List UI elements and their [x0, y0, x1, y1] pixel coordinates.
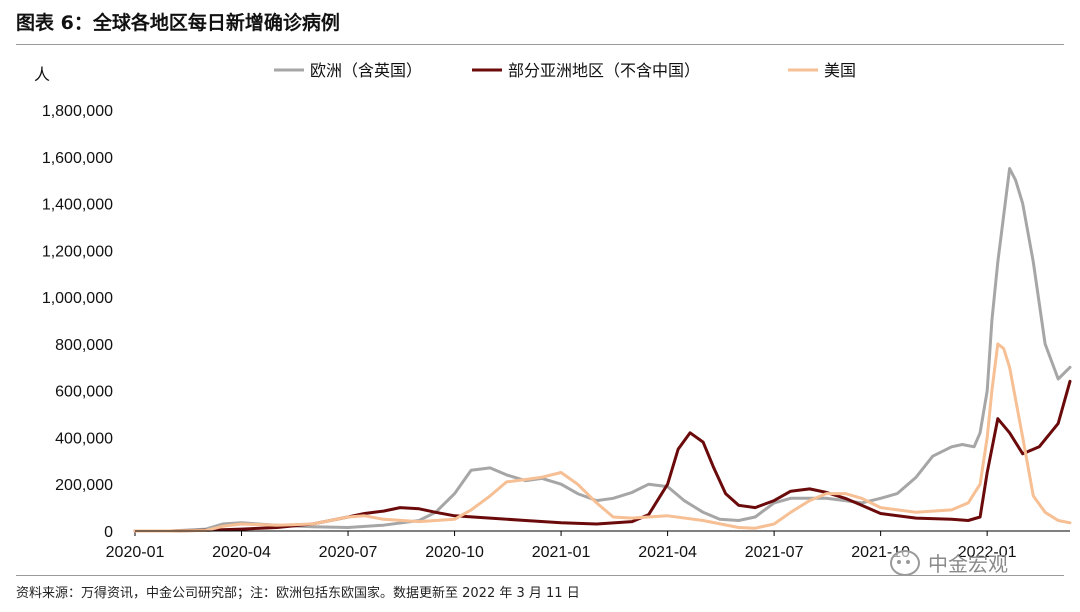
x-tick-label: 2020-01: [106, 544, 165, 561]
y-tick-label: 600,000: [55, 384, 113, 401]
y-tick-label: 1,200,000: [42, 243, 113, 260]
y-tick-label: 0: [104, 524, 113, 541]
series-line-europe: [133, 167, 1072, 533]
x-tick-label: 2021-04: [638, 544, 697, 561]
y-tick-label: 1,800,000: [42, 103, 113, 120]
legend-label-us: 美国: [824, 61, 856, 80]
x-tick-label: 2022-01: [958, 544, 1017, 561]
y-axis-unit-label: 人: [34, 65, 50, 84]
y-axis: 0 200,000 400,000 600,000 800,000 1,000,000 1,…: [42, 103, 113, 541]
x-tick-label: 2021-01: [532, 544, 591, 561]
y-tick-label: 200,000: [55, 477, 113, 494]
footer-divider: [16, 575, 1064, 576]
x-tick-label: 2021-07: [745, 544, 804, 561]
source-note: 资料来源：万得资讯，中金公司研究部；注：欧洲包括东欧国家。数据更新至 2022 …: [16, 586, 580, 601]
x-tick-label: 2020-10: [425, 544, 484, 561]
series-line-us: [133, 342, 1072, 533]
y-tick-label: 1,600,000: [42, 150, 113, 167]
y-tick-label: 800,000: [55, 337, 113, 354]
watermark-text: 中金宏观: [928, 552, 1008, 576]
line-chart: 人 欧洲（含英国） 部分亚洲地区（不含中国） 美国 0 200,000 400,00…: [34, 61, 1072, 561]
y-tick-label: 1,000,000: [42, 290, 113, 307]
title-divider: [16, 44, 1064, 45]
y-tick-label: 400,000: [55, 430, 113, 447]
legend-label-europe: 欧洲（含英国）: [310, 61, 422, 80]
x-axis: 2020-01 2020-04 2020-07 2020-10 2021-01 2021-…: [106, 531, 1017, 561]
wechat-icon: [890, 549, 920, 576]
series-line-asia: [133, 379, 1072, 533]
chart-legend: 欧洲（含英国） 部分亚洲地区（不含中国） 美国: [274, 61, 856, 80]
chart-title: 图表 6：全球各地区每日新增确诊病例: [16, 12, 340, 34]
watermark: 中金宏观: [890, 548, 1008, 577]
x-tick-label: 2020-04: [212, 544, 271, 561]
y-tick-label: 1,400,000: [42, 197, 113, 214]
legend-label-asia: 部分亚洲地区（不含中国）: [508, 61, 700, 80]
x-tick-label: 2020-07: [319, 544, 378, 561]
series-lines: [133, 167, 1072, 533]
